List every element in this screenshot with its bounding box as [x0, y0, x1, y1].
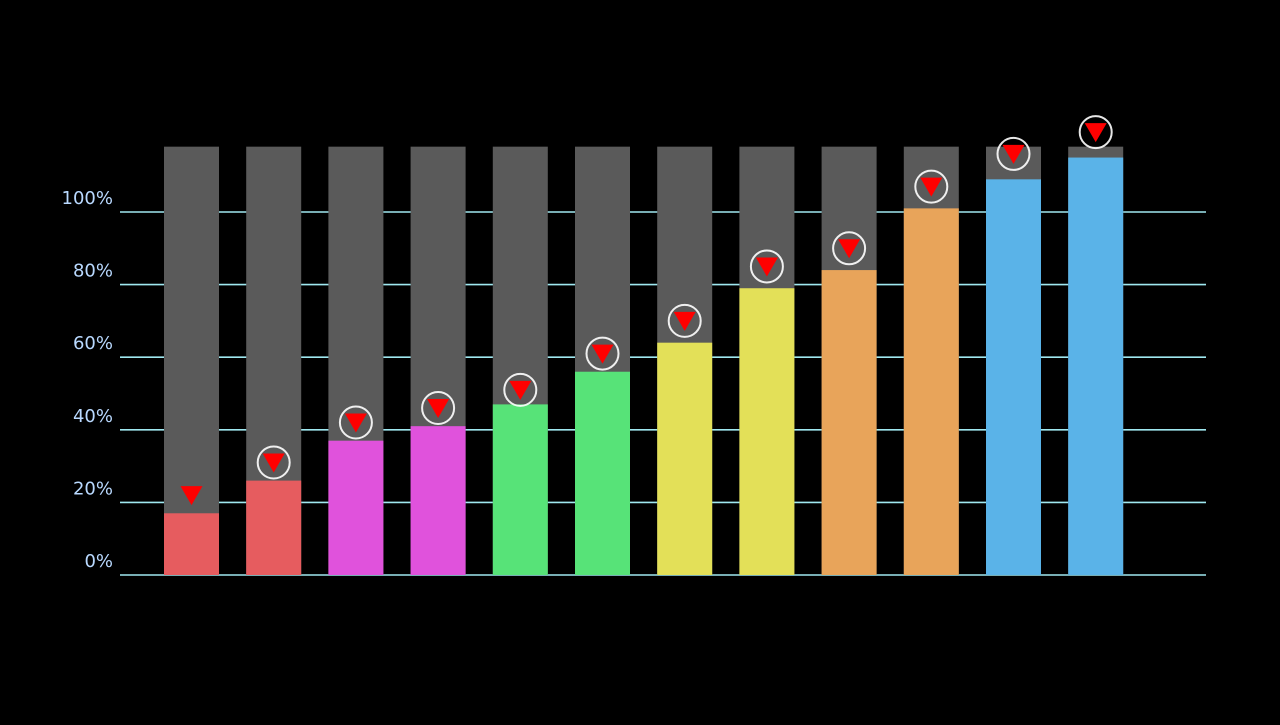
bar: [328, 440, 384, 575]
y-tick-label: 60%: [73, 333, 113, 354]
marker-triangle: [673, 311, 696, 331]
marker-ring: [585, 336, 620, 371]
bar: [986, 179, 1041, 575]
background-bar: [164, 146, 219, 575]
marker-ring: [338, 405, 373, 440]
bar: [903, 208, 959, 575]
marker-ring: [914, 169, 949, 204]
marker-triangle: [920, 177, 943, 197]
value-bars: [164, 157, 1124, 576]
marker-triangle: [755, 257, 778, 277]
marker-triangle: [1084, 123, 1107, 143]
marker-ring: [996, 136, 1031, 171]
marker-ring: [421, 391, 456, 426]
marker-ring: [256, 445, 291, 480]
markers: [180, 115, 1113, 506]
marker-triangle: [344, 413, 367, 433]
y-axis-ticks: 0% 20% 40% 60% 80% 100%: [62, 188, 113, 572]
bar: [492, 404, 548, 575]
marker-triangle: [509, 380, 532, 400]
bar: [164, 513, 219, 575]
bar: [821, 270, 877, 575]
bar: [246, 480, 302, 575]
marker-triangle: [180, 486, 203, 506]
bar: [410, 426, 466, 575]
marker-ring: [1078, 115, 1113, 150]
y-tick-label: 40%: [73, 406, 113, 427]
bar: [739, 288, 795, 575]
bar: [657, 342, 713, 575]
marker-triangle: [427, 399, 450, 419]
marker-triangle: [262, 453, 285, 473]
marker-ring: [749, 249, 784, 284]
marker-ring: [503, 372, 538, 407]
y-tick-label: 0%: [84, 551, 113, 572]
y-tick-label: 100%: [62, 188, 113, 209]
marker-triangle: [838, 239, 861, 259]
y-tick-label: 80%: [73, 261, 113, 282]
marker-triangle: [591, 344, 614, 364]
marker-ring: [667, 303, 702, 338]
marker-triangle: [1002, 144, 1025, 164]
bar: [575, 371, 630, 575]
y-tick-label: 20%: [73, 478, 113, 499]
background-bars: [164, 146, 1124, 575]
marker-ring: [832, 231, 867, 266]
bar: [1068, 157, 1124, 576]
